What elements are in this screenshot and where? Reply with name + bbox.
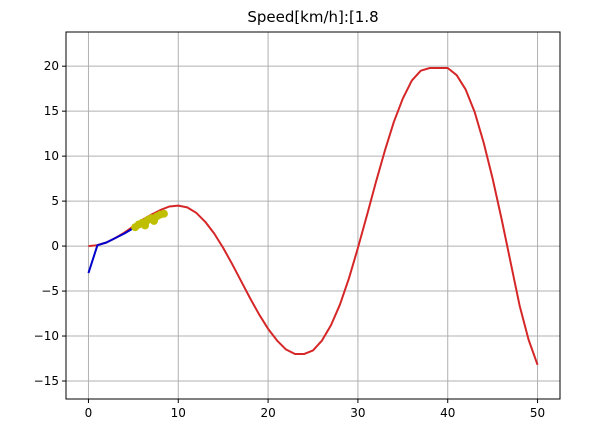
x-tick-label: 50 <box>530 406 545 420</box>
series-blue-line <box>87 227 134 274</box>
axis-ticks: 0 10 20 30 40 50 −15 −10 −5 0 5 10 15 20 <box>34 59 546 420</box>
y-tick-label: 0 <box>51 239 59 253</box>
series-red-line <box>88 66 539 366</box>
x-tick-label: 40 <box>440 406 455 420</box>
yellow-marker <box>159 209 168 218</box>
series-lines <box>87 66 539 366</box>
y-tick-label: −15 <box>34 374 59 388</box>
chart-title: Speed[km/h]:[1.8 <box>247 8 378 26</box>
marker-points <box>131 209 168 232</box>
x-tick-label: 0 <box>85 406 93 420</box>
y-tick-label: −10 <box>34 329 59 343</box>
y-tick-label: 15 <box>44 104 59 118</box>
x-tick-label: 30 <box>350 406 365 420</box>
plot-frame <box>65 31 561 400</box>
y-tick-label: 20 <box>44 59 59 73</box>
y-tick-label: 10 <box>44 149 59 163</box>
y-tick-label: −5 <box>41 284 59 298</box>
x-tick-label: 10 <box>171 406 186 420</box>
y-tick-label: 5 <box>51 194 59 208</box>
x-tick-label: 20 <box>260 406 275 420</box>
grid-lines <box>66 32 560 399</box>
